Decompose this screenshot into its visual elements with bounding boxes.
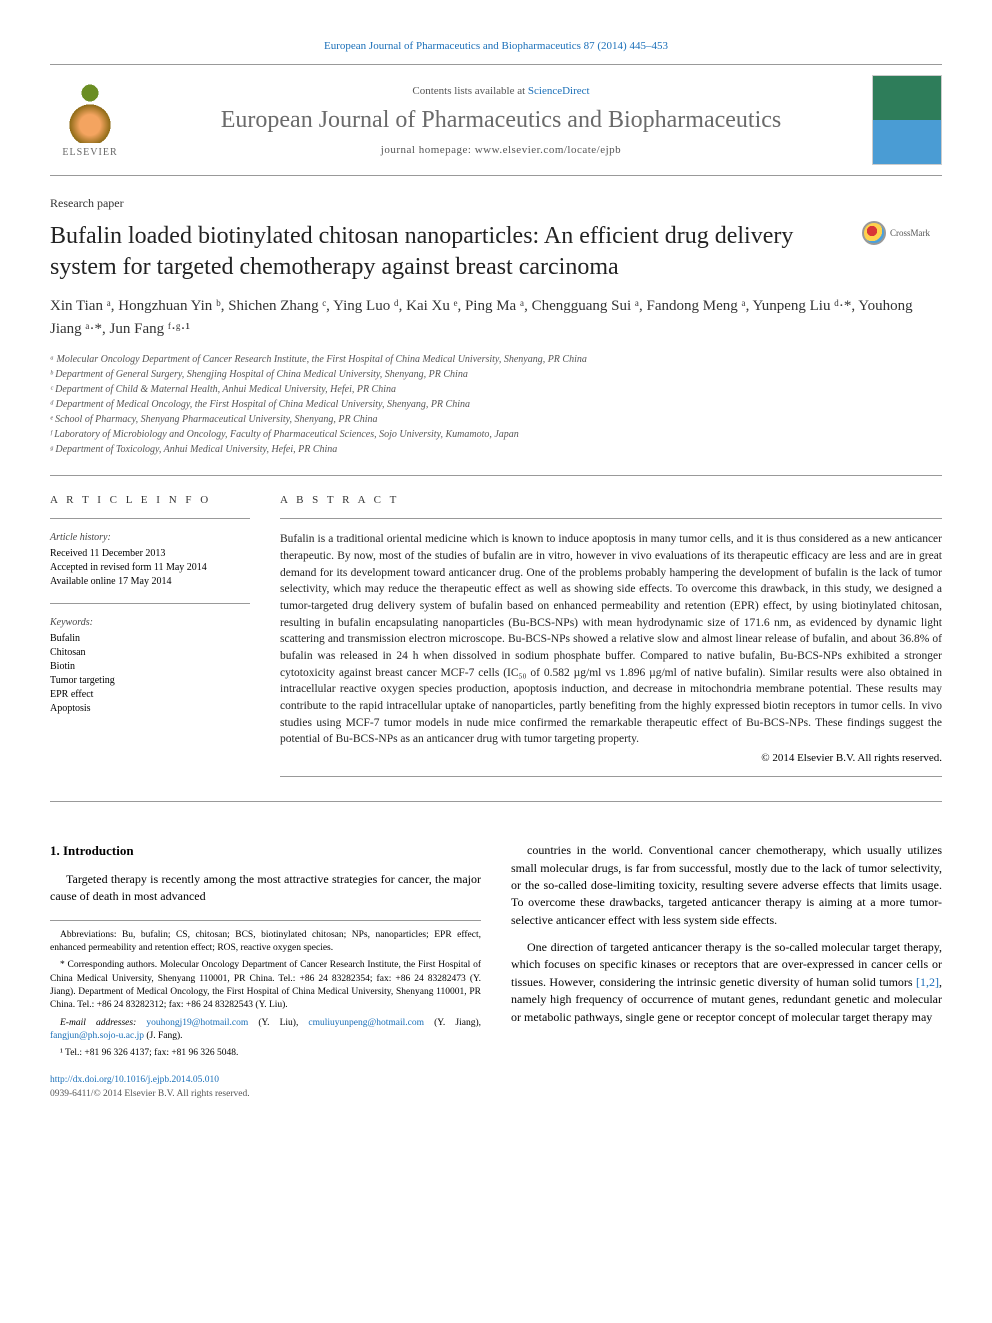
abstract-column: A B S T R A C T Bufalin is a traditional…: [280, 494, 942, 789]
footnote-emails: E-mail addresses: youhongj19@hotmail.com…: [50, 1017, 481, 1044]
affiliation: ᵃ Molecular Oncology Department of Cance…: [50, 352, 942, 367]
journal-homepage: journal homepage: www.elsevier.com/locat…: [150, 144, 852, 156]
left-column: 1. Introduction Targeted therapy is rece…: [50, 842, 481, 1101]
article-info-sidebar: A R T I C L E I N F O Article history: R…: [50, 494, 250, 789]
affiliation: ᵉ School of Pharmacy, Shenyang Pharmaceu…: [50, 412, 942, 427]
footnotes: Abbreviations: Bu, bufalin; CS, chitosan…: [50, 920, 481, 1061]
email-who: (J. Fang).: [144, 1031, 183, 1041]
email-link[interactable]: cmuliuyunpeng@hotmail.com: [308, 1018, 424, 1028]
divider: [280, 518, 942, 519]
elsevier-label: ELSEVIER: [62, 147, 117, 158]
crossmark-badge[interactable]: CrossMark: [862, 221, 942, 245]
reference-link[interactable]: [1,2]: [916, 975, 939, 989]
sciencedirect-link[interactable]: ScienceDirect: [528, 85, 590, 97]
body-text: One direction of targeted anticancer the…: [511, 940, 942, 989]
email-who: (Y. Liu),: [248, 1018, 308, 1028]
contents-prefix: Contents lists available at: [412, 85, 527, 97]
contents-line: Contents lists available at ScienceDirec…: [150, 85, 852, 97]
article-title: Bufalin loaded biotinylated chitosan nan…: [50, 221, 842, 283]
affiliation: ᵈ Department of Medical Oncology, the Fi…: [50, 397, 942, 412]
citation-header: European Journal of Pharmaceutics and Bi…: [50, 40, 942, 52]
article-type: Research paper: [50, 196, 942, 211]
divider: [50, 518, 250, 519]
doi-link[interactable]: http://dx.doi.org/10.1016/j.ejpb.2014.05…: [50, 1075, 219, 1085]
affiliation: ᶠ Laboratory of Microbiology and Oncolog…: [50, 427, 942, 442]
keyword: Apoptosis: [50, 702, 250, 716]
history-item: Received 11 December 2013: [50, 547, 250, 561]
journal-cover-thumbnail: [872, 75, 942, 165]
affiliation: ᵇ Department of General Surgery, Shengji…: [50, 367, 942, 382]
right-column: countries in the world. Conventional can…: [511, 842, 942, 1101]
emails-prefix: E-mail addresses:: [60, 1018, 146, 1028]
article-history: Article history: Received 11 December 20…: [50, 531, 250, 589]
abstract-heading: A B S T R A C T: [280, 494, 942, 506]
affiliation: ᵍ Department of Toxicology, Anhui Medica…: [50, 442, 942, 457]
keyword: Bufalin: [50, 632, 250, 646]
journal-name: European Journal of Pharmaceutics and Bi…: [150, 107, 852, 134]
section-heading: 1. Introduction: [50, 842, 481, 861]
divider: [280, 776, 942, 777]
keywords-block: Keywords: Bufalin Chitosan Biotin Tumor …: [50, 616, 250, 716]
homepage-prefix: journal homepage:: [381, 144, 475, 156]
keyword: Biotin: [50, 660, 250, 674]
issn-copyright: 0939-6411/© 2014 Elsevier B.V. All right…: [50, 1089, 250, 1099]
history-label: Article history:: [50, 531, 250, 545]
divider: [50, 801, 942, 802]
affiliations: ᵃ Molecular Oncology Department of Cance…: [50, 352, 942, 457]
article-info-heading: A R T I C L E I N F O: [50, 494, 250, 506]
email-link[interactable]: fangjun@ph.sojo-u.ac.jp: [50, 1031, 144, 1041]
header-center: Contents lists available at ScienceDirec…: [130, 85, 872, 156]
divider: [50, 475, 942, 476]
keyword: Tumor targeting: [50, 674, 250, 688]
history-item: Accepted in revised form 11 May 2014: [50, 561, 250, 575]
authors-list: Xin Tian ᵃ, Hongzhuan Yin ᵇ, Shichen Zha…: [50, 295, 942, 340]
email-link[interactable]: youhongj19@hotmail.com: [146, 1018, 248, 1028]
history-item: Available online 17 May 2014: [50, 575, 250, 589]
homepage-url: www.elsevier.com/locate/ejpb: [475, 144, 621, 156]
elsevier-tree-icon: [60, 83, 120, 143]
divider: [50, 603, 250, 604]
body-paragraph: Targeted therapy is recently among the m…: [50, 871, 481, 906]
keywords-label: Keywords:: [50, 616, 250, 630]
affiliation: ᶜ Department of Child & Maternal Health,…: [50, 382, 942, 397]
footnote-tel: ¹ Tel.: +81 96 326 4137; fax: +81 96 326…: [50, 1047, 481, 1060]
footnote-corresponding: * Corresponding authors. Molecular Oncol…: [50, 959, 481, 1012]
body-columns: 1. Introduction Targeted therapy is rece…: [50, 842, 942, 1101]
keyword: Chitosan: [50, 646, 250, 660]
doi-block: http://dx.doi.org/10.1016/j.ejpb.2014.05…: [50, 1074, 481, 1101]
keyword: EPR effect: [50, 688, 250, 702]
body-paragraph: countries in the world. Conventional can…: [511, 842, 942, 929]
elsevier-logo: ELSEVIER: [50, 75, 130, 165]
footnote-abbrev: Abbreviations: Bu, bufalin; CS, chitosan…: [50, 929, 481, 956]
crossmark-label: CrossMark: [890, 228, 930, 238]
crossmark-icon: [862, 221, 886, 245]
email-who: (Y. Jiang),: [424, 1018, 481, 1028]
abstract-text: Bufalin is a traditional oriental medici…: [280, 531, 942, 748]
journal-header: ELSEVIER Contents lists available at Sci…: [50, 64, 942, 176]
abstract-copyright: © 2014 Elsevier B.V. All rights reserved…: [280, 752, 942, 764]
body-paragraph: One direction of targeted anticancer the…: [511, 939, 942, 1026]
